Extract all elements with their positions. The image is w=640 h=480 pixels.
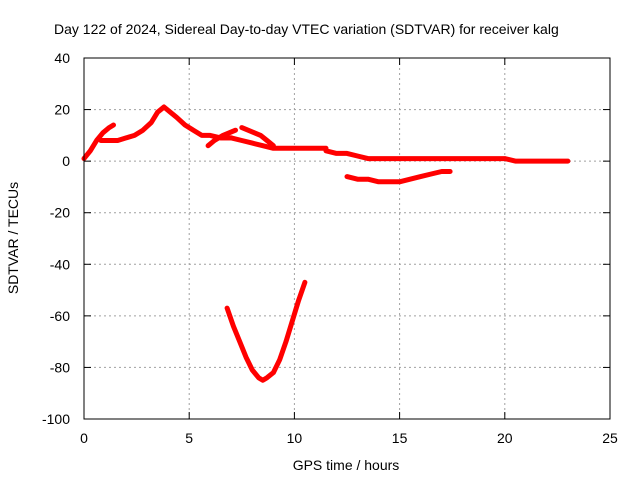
y-tick-label: 0 [62,153,70,169]
x-tick-label: 25 [602,430,618,446]
plot-frame [83,57,611,420]
grid-layer [84,58,610,419]
series-line-arc-5 [239,125,276,149]
y-tick-label: -100 [42,411,70,427]
series-line-arc-1 [81,122,116,162]
series-line-arc-6 [323,148,571,164]
x-tick-label: 15 [392,430,408,446]
x-tick-labels: 0 5 10 15 20 25 [80,430,618,446]
y-tick-label: -80 [50,359,70,375]
series-line-arc-2 [98,104,234,143]
y-tick-label: -60 [50,308,70,324]
y-tick-label: 40 [54,50,70,66]
chart-title: Day 122 of 2024, Sidereal Day-to-day VTE… [54,21,559,37]
series-line-arc-7 [344,169,453,185]
series-line-arc-4 [218,135,329,151]
series-layer [81,104,571,383]
x-tick-label: 10 [287,430,303,446]
y-tick-label: 20 [54,102,70,118]
x-axis-title: GPS time / hours [293,457,400,473]
tick-layer [83,57,611,420]
x-tick-label: 5 [185,430,193,446]
x-tick-label: 20 [497,430,513,446]
y-tick-labels: -100 -80 -60 -40 -20 0 20 40 [42,50,70,427]
y-tick-label: -20 [50,205,70,221]
x-tick-label: 0 [80,430,88,446]
y-axis-title: SDTVAR / TECUs [5,182,21,294]
series-line-arc-8 [224,279,308,383]
y-tick-label: -40 [50,256,70,272]
